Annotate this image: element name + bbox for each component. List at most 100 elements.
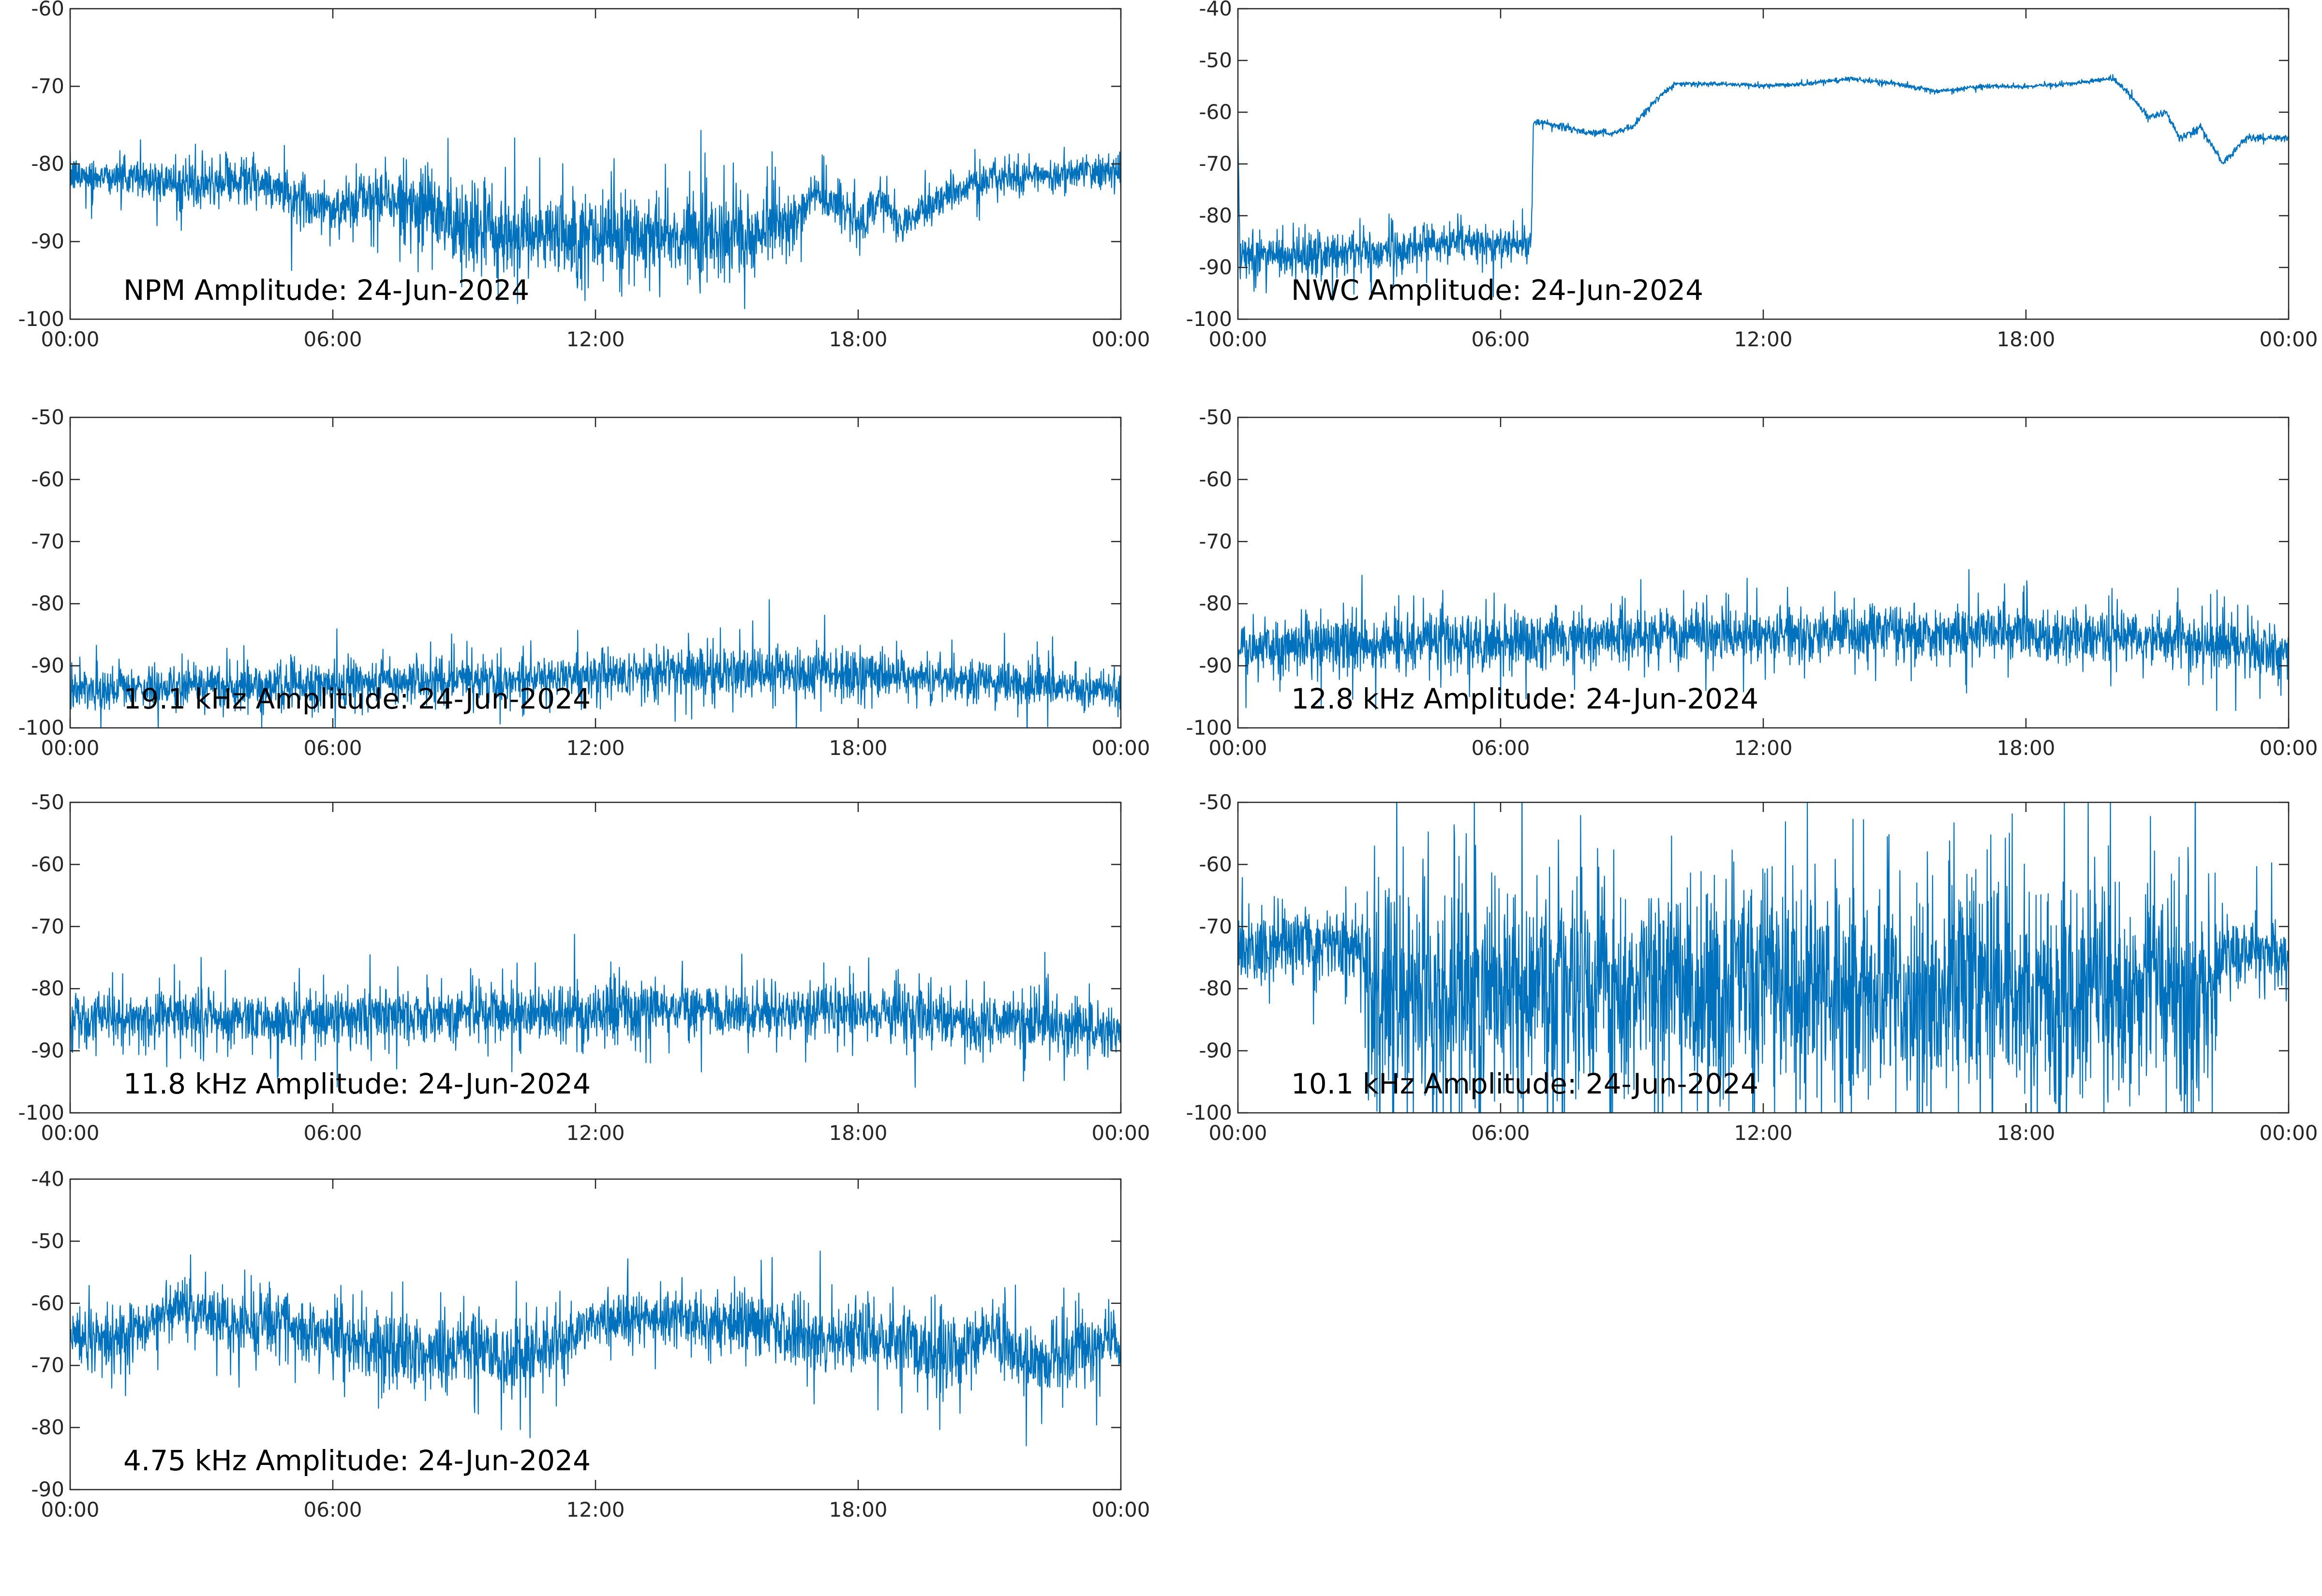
series-line bbox=[1238, 74, 2289, 301]
y-tick-label: -50 bbox=[31, 1229, 64, 1253]
series-line bbox=[70, 130, 1121, 310]
series-line bbox=[1238, 802, 2289, 1113]
y-tick-label: -90 bbox=[1199, 1039, 1232, 1063]
x-tick-label: 00:00 bbox=[1091, 1498, 1150, 1522]
y-tick-label: -100 bbox=[18, 1101, 64, 1124]
panel-title: NPM Amplitude: 24-Jun-2024 bbox=[123, 274, 529, 307]
y-tick-label: -90 bbox=[31, 230, 64, 253]
y-tick-label: -100 bbox=[1186, 307, 1232, 331]
x-tick-label: 18:00 bbox=[829, 1498, 887, 1522]
y-tick-label: -90 bbox=[31, 654, 64, 678]
x-tick-label: 00:00 bbox=[41, 327, 99, 351]
x-tick-label: 00:00 bbox=[1208, 327, 1267, 351]
x-tick-label: 00:00 bbox=[1091, 1121, 1150, 1145]
x-tick-label: 06:00 bbox=[1471, 1121, 1530, 1145]
y-tick-label: -80 bbox=[1199, 976, 1232, 1000]
y-tick-label: -70 bbox=[1199, 530, 1232, 553]
y-tick-label: -70 bbox=[31, 74, 64, 98]
x-tick-label: 00:00 bbox=[1091, 327, 1150, 351]
y-tick-label: -60 bbox=[31, 467, 64, 491]
y-tick-label: -60 bbox=[31, 0, 64, 20]
x-tick-label: 00:00 bbox=[1208, 736, 1267, 760]
panel-title: 12.8 kHz Amplitude: 24-Jun-2024 bbox=[1291, 682, 1758, 715]
panel-title: 19.1 kHz Amplitude: 24-Jun-2024 bbox=[123, 682, 591, 715]
x-tick-label: 00:00 bbox=[2259, 327, 2318, 351]
chart-panel-3: -100 -90 -80 -70 -60 -50 00:00 06:00 12:00 18:00 0… bbox=[18, 405, 1150, 760]
x-tick-label: 00:00 bbox=[2259, 1121, 2318, 1145]
y-tick-label: -90 bbox=[31, 1039, 64, 1063]
y-tick-label: -80 bbox=[1199, 204, 1232, 227]
axes-frame bbox=[69, 801, 1122, 1114]
x-tick-label: 18:00 bbox=[1996, 1121, 2055, 1145]
series-line bbox=[70, 1250, 1121, 1447]
y-tick-label: -40 bbox=[1199, 0, 1232, 20]
y-tick-label: -90 bbox=[31, 1478, 64, 1501]
y-tick-label: -100 bbox=[18, 716, 64, 739]
x-tick-label: 06:00 bbox=[303, 1121, 362, 1145]
chart-panel-2: -100 -90 -80 -70 -60 -50 -40 00:00 06:00 12:00 18:… bbox=[1186, 0, 2318, 351]
chart-panel-6: -100 -90 -80 -70 -60 -50 00:00 06:00 12:00 18:00 0… bbox=[1186, 790, 2318, 1145]
x-tick-label: 06:00 bbox=[1471, 327, 1530, 351]
y-tick-label: -80 bbox=[31, 152, 64, 176]
x-tick-label: 18:00 bbox=[829, 1121, 887, 1145]
x-tick-label: 18:00 bbox=[1996, 327, 2055, 351]
y-tick-label: -70 bbox=[31, 1353, 64, 1377]
y-tick-label: -50 bbox=[31, 405, 64, 429]
y-tick-label: -70 bbox=[31, 915, 64, 938]
panel-title: 4.75 kHz Amplitude: 24-Jun-2024 bbox=[123, 1444, 591, 1477]
x-tick-label: 18:00 bbox=[829, 736, 887, 760]
chart-panel-5: -100 -90 -80 -70 -60 -50 00:00 06:00 12:00 18:00 0… bbox=[18, 790, 1150, 1145]
y-tick-label: -60 bbox=[31, 852, 64, 876]
x-tick-label: 18:00 bbox=[1996, 736, 2055, 760]
y-tick-label: -70 bbox=[1199, 915, 1232, 938]
x-tick-label: 06:00 bbox=[303, 327, 362, 351]
x-tick-label: 00:00 bbox=[1208, 1121, 1267, 1145]
axes-frame bbox=[1237, 416, 2290, 729]
x-tick-label: 00:00 bbox=[41, 1121, 99, 1145]
y-tick-label: -60 bbox=[1199, 467, 1232, 491]
x-tick-label: 12:00 bbox=[566, 1498, 625, 1522]
panel-title: NWC Amplitude: 24-Jun-2024 bbox=[1291, 274, 1703, 307]
x-tick-label: 12:00 bbox=[1734, 1121, 1792, 1145]
y-tick-label: -90 bbox=[1199, 255, 1232, 279]
y-tick-label: -50 bbox=[1199, 790, 1232, 814]
x-tick-label: 18:00 bbox=[829, 327, 887, 351]
x-tick-label: 00:00 bbox=[41, 1498, 99, 1522]
y-tick-label: -60 bbox=[1199, 100, 1232, 124]
y-tick-label: -80 bbox=[31, 976, 64, 1000]
y-tick-label: -50 bbox=[31, 790, 64, 814]
series-line bbox=[70, 599, 1121, 728]
x-tick-label: 00:00 bbox=[41, 736, 99, 760]
y-tick-label: -100 bbox=[18, 307, 64, 331]
x-tick-label: 06:00 bbox=[1471, 736, 1530, 760]
y-tick-label: -60 bbox=[31, 1291, 64, 1315]
series-line bbox=[70, 934, 1121, 1088]
x-tick-label: 12:00 bbox=[1734, 736, 1792, 760]
y-tick-label: -60 bbox=[1199, 852, 1232, 876]
y-tick-label: -80 bbox=[31, 591, 64, 615]
x-tick-label: 00:00 bbox=[1091, 736, 1150, 760]
series-line bbox=[1238, 569, 2289, 711]
x-tick-label: 06:00 bbox=[303, 1498, 362, 1522]
y-tick-label: -100 bbox=[1186, 716, 1232, 739]
panel-title: 11.8 kHz Amplitude: 24-Jun-2024 bbox=[123, 1067, 591, 1100]
y-tick-label: -70 bbox=[31, 530, 64, 553]
y-tick-label: -70 bbox=[1199, 152, 1232, 176]
x-tick-label: 12:00 bbox=[566, 1121, 625, 1145]
panel-title: 10.1 kHz Amplitude: 24-Jun-2024 bbox=[1291, 1067, 1758, 1100]
y-tick-label: -100 bbox=[1186, 1101, 1232, 1124]
y-tick-label: -50 bbox=[1199, 48, 1232, 72]
chart-panel-4: -100 -90 -80 -70 -60 -50 00:00 06:00 12:00 18:00 0… bbox=[1186, 405, 2318, 760]
y-tick-label: -80 bbox=[31, 1416, 64, 1439]
x-tick-label: 00:00 bbox=[2259, 736, 2318, 760]
x-tick-label: 12:00 bbox=[1734, 327, 1792, 351]
y-tick-label: -50 bbox=[1199, 405, 1232, 429]
x-tick-label: 12:00 bbox=[566, 327, 625, 351]
y-tick-label: -90 bbox=[1199, 654, 1232, 678]
x-tick-label: 12:00 bbox=[566, 736, 625, 760]
chart-panel-7: -90 -80 -70 -60 -50 -40 00:00 06:00 12:00 18:00 00… bbox=[31, 1167, 1150, 1522]
chart-panel-1: -100 -90 -80 -70 -60 00:00 06:00 12:00 18:00 00:0… bbox=[18, 0, 1150, 351]
y-tick-label: -40 bbox=[31, 1167, 64, 1191]
axes-frame bbox=[1237, 8, 2290, 320]
